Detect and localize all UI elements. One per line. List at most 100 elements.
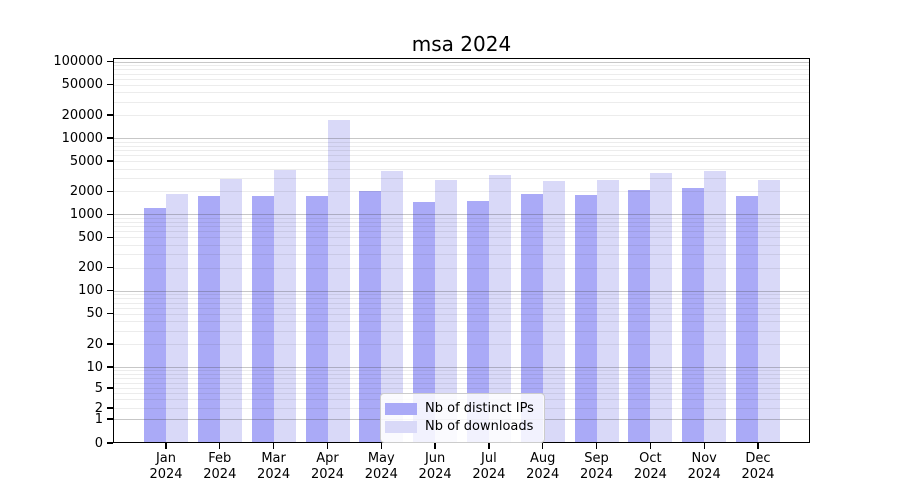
y-tick-label-0: 0 <box>94 435 103 451</box>
x-tick-apr <box>326 443 329 449</box>
x-tick-aug <box>542 443 544 449</box>
bar-downloads-dec <box>758 179 780 443</box>
bar-distinct-ips-oct <box>628 189 651 443</box>
gridline-50000 <box>113 84 810 86</box>
gridline-40000 <box>113 92 810 94</box>
x-tick-jun <box>434 443 436 449</box>
y-tick-label-1: 1 <box>94 411 103 427</box>
gridline-400 <box>113 244 810 246</box>
x-tick-label-mar: Mar 2024 <box>257 451 291 482</box>
y-tick-500 <box>107 236 113 239</box>
y-tick-0 <box>107 442 113 444</box>
y-tick-label-2000: 2000 <box>69 183 103 199</box>
y-tick-label-50000: 50000 <box>61 77 103 93</box>
gridline-40 <box>113 321 810 323</box>
y-tick-label-20: 20 <box>86 336 103 352</box>
bar-distinct-ips-jun <box>413 202 436 443</box>
bar-distinct-ips-jul <box>466 200 489 443</box>
gridline-20000 <box>113 115 810 117</box>
legend: Nb of distinct IPs Nb of downloads <box>380 393 545 443</box>
y-tick-2000 <box>107 190 113 193</box>
x-tick-oct <box>649 443 652 449</box>
gridline-1000 <box>113 214 810 216</box>
y-tick-label-10000: 10000 <box>61 130 103 146</box>
bar-distinct-ips-jan <box>144 207 166 443</box>
bar-downloads-oct <box>650 172 673 443</box>
bar-distinct-ips-may <box>359 190 382 443</box>
y-tick-label-200: 200 <box>78 260 103 276</box>
gridline-6 <box>113 382 810 384</box>
x-tick-jan <box>165 443 167 449</box>
gridline-9000 <box>113 141 810 143</box>
bar-downloads-sep <box>596 179 619 443</box>
x-tick-dec <box>757 443 759 449</box>
x-tick-jul <box>488 443 490 449</box>
y-tick-1 <box>107 418 113 420</box>
y-tick-label-1000: 1000 <box>69 206 103 222</box>
gridline-6000 <box>113 155 810 156</box>
y-tick-label-500: 500 <box>78 229 103 245</box>
gridline-300 <box>113 254 810 256</box>
gridline-30000 <box>113 101 810 103</box>
x-tick-label-aug: Aug 2024 <box>526 451 560 482</box>
bar-distinct-ips-mar <box>251 196 274 443</box>
legend-swatch-downloads <box>385 420 417 433</box>
y-tick-10 <box>107 366 113 368</box>
gridline-90 <box>113 294 810 296</box>
gridline-100 <box>113 290 810 292</box>
y-tick-20 <box>107 343 113 345</box>
y-tick-label-50: 50 <box>86 306 103 322</box>
gridline-600 <box>113 231 810 233</box>
gridline-70000 <box>113 73 810 75</box>
gridline-60 <box>113 307 810 309</box>
gridline-3000 <box>113 178 810 179</box>
gridline-200 <box>113 267 810 269</box>
gridline-70 <box>113 302 810 304</box>
gridline-7 <box>113 377 810 379</box>
y-tick-label-10: 10 <box>86 359 103 375</box>
gridline-5000 <box>113 161 810 163</box>
bar-downloads-jan <box>166 194 188 443</box>
gridline-80 <box>113 298 810 300</box>
x-tick-nov <box>703 443 705 449</box>
gridline-900 <box>113 217 810 219</box>
bar-downloads-apr <box>327 119 350 443</box>
y-tick-label-100000: 100000 <box>53 54 103 70</box>
bar-downloads-may <box>381 170 404 443</box>
gridline-8000 <box>113 145 810 147</box>
legend-label-downloads: Nb of downloads <box>425 418 534 434</box>
x-tick-label-may: May 2024 <box>364 451 398 482</box>
legend-swatch-distinct-ips <box>385 402 417 415</box>
gridline-7000 <box>113 149 810 151</box>
gridline-100000 <box>113 61 810 63</box>
bar-downloads-jul <box>488 174 511 443</box>
gridline-80000 <box>113 69 810 71</box>
bar-downloads-nov <box>704 170 727 443</box>
y-tick-20000 <box>107 114 113 116</box>
y-tick-5 <box>107 387 113 389</box>
y-tick-100000 <box>107 61 113 63</box>
gridline-500 <box>113 237 810 239</box>
gridline-2000 <box>113 191 810 193</box>
bar-distinct-ips-dec <box>736 196 758 443</box>
gridline-10 <box>113 367 810 368</box>
bar-distinct-ips-apr <box>305 195 328 443</box>
x-tick-mar <box>272 443 275 449</box>
x-tick-label-apr: Apr 2024 <box>310 451 345 482</box>
gridline-20 <box>113 344 810 345</box>
y-tick-label-5: 5 <box>94 380 103 396</box>
y-tick-200 <box>107 267 113 269</box>
legend-label-distinct-ips: Nb of distinct IPs <box>425 400 534 416</box>
y-tick-10000 <box>107 137 113 139</box>
y-tick-label-2: 2 <box>94 400 103 416</box>
x-tick-label-jul: Jul 2024 <box>472 451 506 482</box>
x-tick-label-oct: Oct 2024 <box>633 451 667 482</box>
y-tick-1000 <box>107 213 113 216</box>
gridline-50 <box>113 313 810 315</box>
y-tick-50 <box>107 313 113 315</box>
x-tick-label-sep: Sep 2024 <box>579 451 614 482</box>
x-tick-label-jun: Jun 2024 <box>418 451 452 482</box>
gridline-800 <box>113 221 810 223</box>
bar-downloads-jun <box>435 179 458 443</box>
